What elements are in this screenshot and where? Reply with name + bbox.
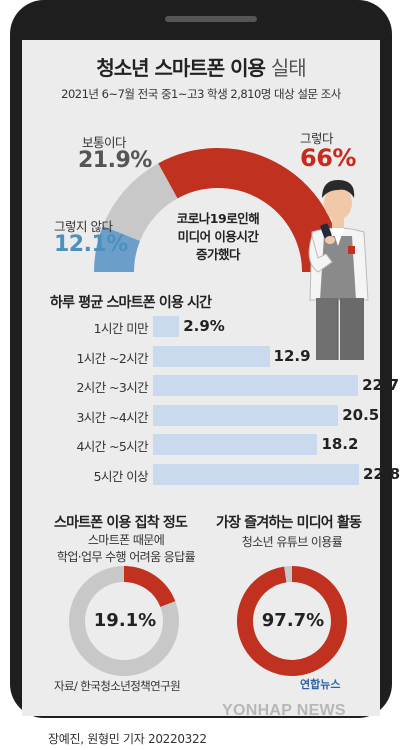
page-subtitle: 2021년 6~7월 전국 중1~고3 학생 2,810명 대상 설문 조사	[61, 87, 341, 101]
page-title: 청소년 스마트폰 이용 실태	[0, 52, 402, 81]
gauge-label-normal: 보통이다	[82, 135, 127, 150]
bar-label: 1시간 미만	[93, 321, 149, 336]
bar	[153, 345, 270, 367]
bar-value-label: 22.8	[363, 464, 401, 483]
donut-value-arc	[237, 566, 347, 676]
donut-left-value: 19.1%	[93, 610, 157, 631]
donut-left-note-2: 학업·업무 수행 어려움 응답률	[56, 550, 196, 564]
donut-left-note-1: 스마트폰 때문에	[87, 533, 165, 547]
title-bold: 청소년 스마트폰 이용	[96, 56, 266, 80]
bar-label: 1시간 ~2시간	[76, 350, 148, 366]
gauge-segment-1	[102, 163, 179, 242]
donut-right-note: 청소년 유튜브 이용률	[241, 535, 343, 549]
bar-value-label: 22.7	[362, 376, 400, 394]
bar	[153, 434, 318, 455]
gauge-center-line-1: 코로나19로인해	[176, 211, 260, 226]
gauge-label-yes: 그렇다	[300, 131, 334, 146]
bar	[153, 375, 359, 396]
gauge-label-no: 그렇지 않다	[54, 219, 113, 234]
gauge-center-line-2: 미디어 이용시간	[177, 229, 259, 244]
donut-left	[69, 566, 179, 676]
bar-value-label: 2.9%	[183, 317, 225, 335]
donut-left-title: 스마트폰 이용 집착 정도	[54, 515, 188, 531]
donut-value-arc	[123, 566, 176, 608]
gauge-value-no: 12.1%	[54, 232, 128, 257]
donut-right	[237, 566, 347, 676]
donut-left-note: 스마트폰 때문에 학업·업무 수행 어려움 응답률	[56, 532, 196, 566]
donut-right-title: 가장 즐겨하는 미디어 활동	[216, 515, 362, 531]
bar-value-label: 18.2	[321, 435, 359, 453]
speaker-slot	[165, 16, 257, 22]
yonhap-logo: 연합뉴스	[300, 678, 341, 691]
bar-label: 2시간 ~3시간	[76, 380, 148, 395]
bar-label: 5시간 이상	[93, 468, 149, 484]
watermark: YONHAP NEWS	[222, 702, 346, 719]
bar-value-label: 20.5	[342, 405, 380, 424]
source-text: 자료/ 한국청소년정책연구원	[54, 679, 181, 693]
title-light: 실태	[270, 56, 307, 80]
bar-section-title: 하루 평균 스마트폰 이용 시간	[50, 295, 212, 311]
donut-right-value: 97.7%	[261, 610, 325, 631]
bar-label: 3시간 ~4시간	[76, 409, 148, 425]
credit-text: 장예진, 원형민 기자 20220322	[48, 732, 207, 746]
gauge-value-yes: 66%	[300, 144, 356, 172]
bar	[153, 463, 359, 485]
gauge-segment-0	[94, 225, 141, 273]
bar-value-label: 12.9	[273, 346, 311, 365]
bar	[153, 404, 339, 426]
bar	[153, 316, 180, 337]
student-illustration	[308, 180, 369, 360]
gauge-center-line-3: 증가했다	[195, 247, 241, 262]
bar-label: 4시간 ~5시간	[76, 439, 148, 454]
gauge-value-normal: 21.9%	[78, 148, 152, 173]
gauge-center-text: 코로나19로인해 미디어 이용시간 증가했다	[148, 210, 288, 264]
